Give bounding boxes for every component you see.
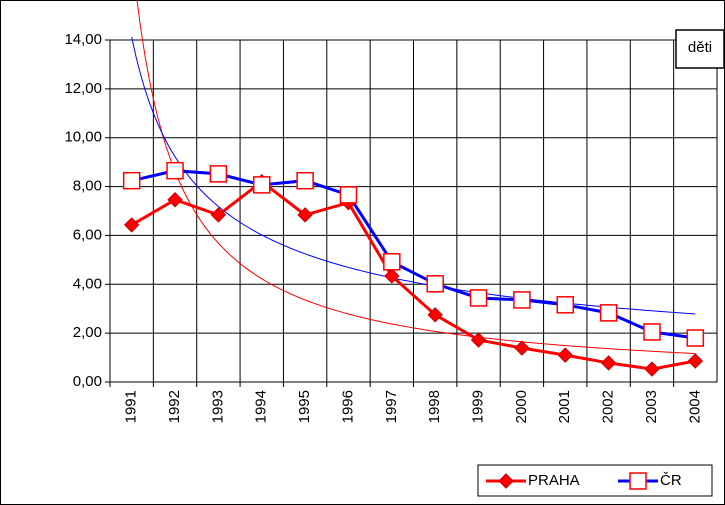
marker — [513, 291, 531, 309]
x-tick-label: 2001 — [556, 390, 573, 423]
x-tick-label: 1994 — [253, 390, 270, 423]
marker — [686, 329, 705, 347]
marker — [296, 171, 314, 190]
x-tick-label: 1996 — [339, 390, 356, 423]
legend-label: ČR — [660, 472, 682, 489]
marker — [600, 355, 617, 371]
x-tick-label: 1993 — [209, 390, 226, 423]
y-tick-label: 12,00 — [64, 80, 102, 97]
marker — [167, 192, 183, 208]
marker — [384, 268, 400, 284]
y-tick-label: 4,00 — [73, 275, 102, 292]
y-tick-label: 8,00 — [73, 178, 102, 195]
marker — [556, 296, 574, 314]
x-tick-label: 2003 — [643, 390, 660, 423]
annotation: děti — [688, 39, 712, 56]
legend-label: PRAHA — [528, 472, 580, 489]
marker — [687, 353, 704, 369]
series-line — [130, 179, 696, 371]
marker — [339, 186, 358, 204]
marker — [253, 176, 271, 194]
plot-border — [109, 39, 718, 383]
marker — [470, 332, 487, 348]
x-tick-label: 1995 — [296, 390, 313, 423]
trend-line — [136, 0, 696, 355]
marker — [426, 275, 444, 293]
marker — [166, 161, 184, 180]
marker — [498, 473, 514, 489]
y-tick-label: 2,00 — [73, 324, 102, 341]
marker — [427, 307, 443, 323]
x-tick-label: 1998 — [426, 390, 443, 423]
marker — [469, 289, 488, 307]
x-tick-label: 2000 — [513, 390, 530, 423]
x-tick-label: 2004 — [686, 390, 703, 423]
marker — [297, 207, 313, 223]
y-tick-label: 14,00 — [64, 31, 102, 48]
marker — [643, 323, 661, 341]
marker — [514, 340, 530, 356]
y-tick-label: 6,00 — [73, 226, 102, 243]
x-tick-label: 1997 — [383, 390, 400, 423]
marker — [644, 361, 660, 377]
marker — [210, 207, 227, 223]
marker — [383, 253, 401, 271]
x-tick-label: 1999 — [470, 390, 487, 423]
x-tick-label: 1992 — [166, 390, 183, 423]
marker — [599, 304, 618, 322]
marker — [123, 217, 140, 233]
x-tick-label: 1991 — [123, 390, 140, 423]
legend: PRAHA ČR — [477, 464, 713, 497]
y-tick-label: 10,00 — [64, 129, 102, 146]
marker — [209, 165, 228, 183]
x-tick-label: 2002 — [600, 390, 617, 423]
y-tick-label: 0,00 — [73, 373, 102, 390]
marker — [122, 171, 141, 190]
marker — [557, 347, 573, 363]
annotation-box — [675, 29, 725, 69]
marker — [629, 472, 647, 490]
